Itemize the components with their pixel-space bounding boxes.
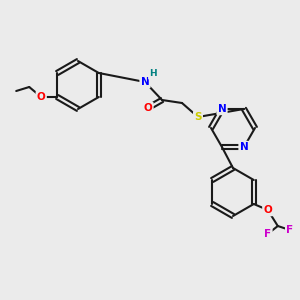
Text: H: H	[149, 70, 157, 79]
Text: F: F	[286, 225, 293, 235]
Text: N: N	[240, 142, 248, 152]
Text: O: O	[144, 103, 152, 113]
Text: N: N	[218, 104, 226, 114]
Text: O: O	[263, 205, 272, 215]
Text: O: O	[37, 92, 46, 102]
Text: S: S	[194, 112, 202, 122]
Text: N: N	[141, 77, 149, 87]
Text: F: F	[264, 229, 271, 239]
